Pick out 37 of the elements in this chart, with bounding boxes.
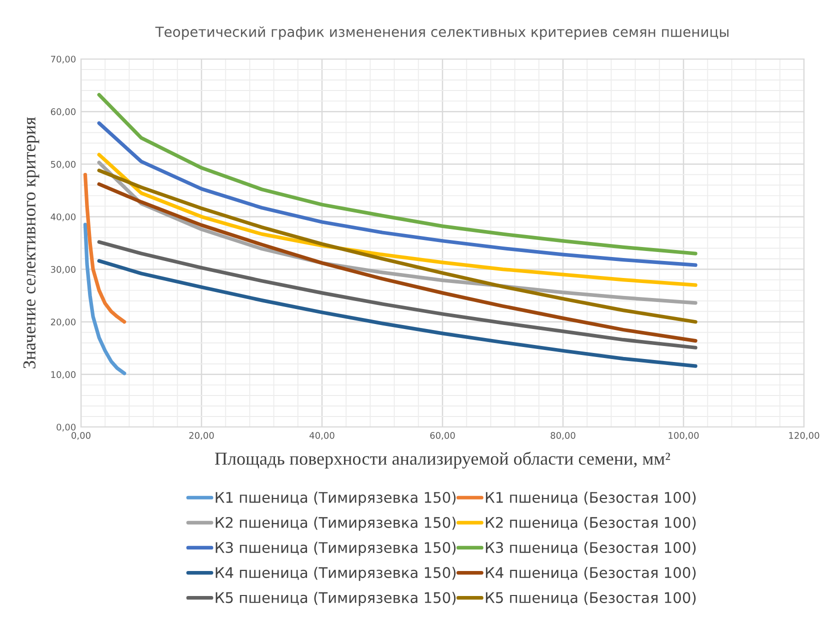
y-tick-label: 10,00 — [51, 371, 76, 379]
line-series — [97, 152, 698, 287]
y-tick-label: 0,00 — [56, 424, 76, 432]
y-tick-label: 70,00 — [51, 56, 76, 64]
x-tick-label: 40,00 — [310, 432, 334, 440]
line-series — [97, 121, 698, 267]
y-tick-label: 60,00 — [50, 108, 76, 116]
legend-label: К3 пшеница (Тимирязевка 150) — [216, 542, 456, 556]
y-tick-label: 40,00 — [50, 213, 76, 222]
y-tick-label: 20,00 — [50, 318, 76, 326]
legend-label: К3 пшеница (Безостая 100) — [486, 542, 696, 555]
line-series — [97, 168, 698, 324]
line-series — [97, 240, 698, 350]
x-tick-label: 120,00 — [789, 432, 820, 440]
x-tick-label: 20,00 — [189, 432, 214, 440]
x-tick-label: 100,00 — [668, 432, 699, 440]
line-series — [83, 222, 126, 376]
legend-label: К1 пшеница (Тимирязевка 150) — [216, 492, 456, 506]
line-series — [83, 172, 126, 324]
x-axis-title: Площадь поверхности анализируемой области семени, мм² — [215, 452, 670, 469]
chart-title: Теоретический график измененения селективных критериев семян пшеницы — [155, 26, 728, 40]
y-tick-label: 30,00 — [50, 266, 76, 274]
legend-label: К5 пшеница (Тимирязевка 150) — [216, 592, 456, 606]
y-tick-label: 50,00 — [50, 160, 76, 169]
legend-label: К4 пшеница (Тимирязевка 150) — [216, 566, 456, 581]
x-tick-label: 60,00 — [430, 432, 455, 440]
legend-label: К1 пшеница (Безостая 100) — [486, 492, 696, 505]
legend-label: К2 пшеница (Тимирязевка 150) — [216, 516, 456, 531]
y-axis-title: Значение селективного критерия — [23, 117, 40, 368]
legend-label: К5 пшеница (Безостая 100) — [486, 592, 696, 605]
line-series — [97, 92, 698, 256]
x-tick-label: 80,00 — [550, 432, 576, 440]
legend-label: К2 пшеница (Безостая 100) — [486, 516, 696, 530]
x-tick-label: 0,00 — [72, 432, 90, 440]
legend-label: К4 пшеница (Безостая 100) — [486, 566, 696, 580]
line-series — [97, 182, 698, 343]
line-series — [97, 259, 698, 368]
